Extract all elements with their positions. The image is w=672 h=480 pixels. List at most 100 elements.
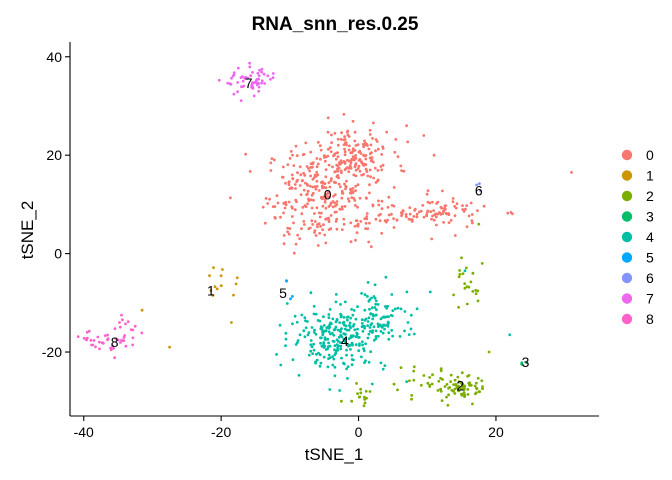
point-cluster-0 (364, 163, 368, 167)
point-cluster-4 (345, 367, 348, 371)
point-cluster-4 (327, 353, 331, 357)
point-cluster-4 (312, 330, 316, 334)
legend-item-2: 2 (621, 188, 654, 204)
point-cluster-0 (431, 214, 434, 218)
point-cluster-4 (399, 307, 403, 311)
point-cluster-4 (322, 355, 326, 359)
point-cluster-0 (363, 154, 366, 158)
legend-key-1 (621, 170, 633, 181)
point-cluster-0 (294, 144, 298, 148)
point-cluster-0 (406, 140, 410, 144)
point-cluster-7 (230, 76, 233, 80)
point-cluster-4 (278, 323, 282, 327)
point-cluster-0 (462, 210, 466, 213)
point-cluster-0 (340, 228, 344, 232)
legend-label-3: 3 (646, 209, 654, 225)
point-cluster-0 (350, 151, 354, 155)
point-cluster-0 (343, 135, 346, 139)
point-cluster-4 (389, 313, 393, 317)
point-cluster-0 (304, 141, 308, 145)
legend-label-0: 0 (646, 147, 654, 163)
point-cluster-0 (321, 180, 324, 184)
point-cluster-0 (344, 185, 348, 189)
point-cluster-0 (447, 221, 451, 225)
point-cluster-4 (316, 319, 320, 322)
point-cluster-0 (315, 179, 319, 183)
point-cluster-0 (453, 234, 457, 237)
point-cluster-7 (262, 72, 266, 76)
series-cluster-6 (475, 182, 482, 192)
point-cluster-0 (327, 181, 331, 185)
point-cluster-0 (469, 201, 473, 205)
point-cluster-0 (348, 144, 351, 148)
series-cluster-3 (520, 361, 529, 366)
point-cluster-0 (396, 155, 400, 159)
point-cluster-0 (298, 165, 302, 169)
point-cluster-7 (255, 78, 258, 82)
point-cluster-4 (406, 321, 410, 324)
point-cluster-0 (356, 224, 360, 228)
point-cluster-0 (354, 168, 358, 172)
point-cluster-0 (364, 157, 368, 161)
point-cluster-4 (327, 330, 331, 334)
point-cluster-4 (385, 306, 389, 310)
point-cluster-4 (371, 313, 375, 316)
point-cluster-0 (291, 177, 295, 181)
point-cluster-2 (465, 285, 469, 289)
point-cluster-0 (287, 232, 291, 236)
point-cluster-0 (380, 153, 384, 156)
legend: 0 1 2 3 4 5 6 7 8 (621, 147, 654, 327)
point-cluster-0 (374, 149, 377, 153)
point-cluster-0 (302, 152, 306, 156)
point-cluster-0 (356, 222, 360, 226)
point-cluster-4 (396, 306, 400, 310)
point-cluster-2 (462, 384, 466, 388)
point-cluster-4 (387, 337, 391, 341)
point-cluster-0 (318, 144, 322, 148)
point-cluster-0 (307, 227, 311, 231)
point-cluster-4 (285, 302, 289, 305)
point-cluster-0 (353, 165, 357, 169)
point-cluster-4 (391, 334, 394, 338)
point-cluster-0 (355, 219, 359, 223)
point-cluster-0 (415, 215, 419, 219)
point-cluster-0 (413, 207, 417, 211)
point-cluster-0 (511, 212, 514, 216)
point-cluster-2 (469, 280, 473, 284)
point-cluster-2 (355, 382, 358, 385)
point-cluster-4 (339, 344, 343, 348)
legend-label-2: 2 (646, 188, 654, 204)
point-cluster-4 (319, 325, 323, 328)
point-cluster-0 (422, 134, 426, 137)
point-cluster-0 (342, 217, 346, 221)
point-cluster-0 (345, 130, 349, 134)
point-cluster-4 (333, 348, 336, 352)
point-cluster-4 (409, 313, 413, 317)
point-cluster-4 (369, 350, 373, 354)
point-cluster-5 (291, 295, 294, 298)
point-cluster-0 (351, 155, 355, 159)
point-cluster-0 (366, 144, 369, 147)
point-cluster-4 (321, 330, 324, 333)
point-cluster-0 (325, 217, 329, 220)
point-cluster-2 (412, 378, 416, 382)
point-cluster-4 (339, 312, 342, 316)
point-cluster-0 (289, 150, 293, 153)
point-cluster-0 (299, 173, 303, 177)
point-cluster-0 (376, 178, 380, 182)
point-cluster-0 (315, 157, 319, 160)
point-cluster-2 (474, 288, 478, 292)
chart-title: RNA_snn_res.0.25 (252, 14, 419, 35)
point-cluster-2 (462, 392, 466, 396)
point-cluster-0 (281, 165, 285, 169)
point-cluster-2 (399, 366, 403, 369)
point-cluster-4 (329, 321, 332, 325)
point-cluster-4 (327, 316, 331, 320)
point-cluster-4 (367, 360, 371, 364)
point-cluster-0 (328, 185, 332, 189)
point-cluster-4 (376, 322, 380, 326)
point-cluster-0 (340, 205, 344, 209)
point-cluster-0 (324, 186, 328, 190)
cluster-label-6: 6 (475, 183, 483, 199)
point-cluster-0 (283, 206, 287, 210)
